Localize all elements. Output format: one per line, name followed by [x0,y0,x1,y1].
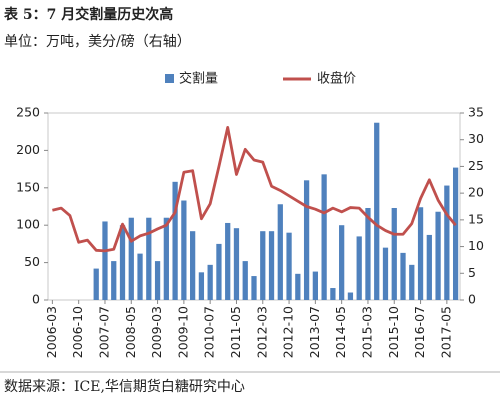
bar [356,236,362,300]
bar [207,264,213,300]
bar [154,261,161,300]
bar [233,228,240,300]
bar [146,217,152,300]
bar [286,232,292,300]
x-tick-label: 2007-07 [96,306,111,358]
bar [277,204,283,300]
bar [242,261,248,300]
bar [128,217,134,300]
chart-title: 表 5：7 月交割量历史次高 [3,6,173,23]
bar [251,276,257,300]
y2-tick-label: 5 [468,265,476,280]
bar [198,272,205,300]
x-tick-label: 2012-03 [254,306,269,358]
x-tick-label: 2009-10 [175,306,190,358]
bar [347,292,354,300]
legend-label: 收盘价 [317,71,356,87]
x-tick-label: 2015-10 [386,306,401,358]
y-tick-label: 50 [24,254,40,269]
bar [190,231,196,300]
chart-subtitle: 单位：万吨，美分/磅（右轴） [4,33,191,50]
y-tick-label: 100 [16,217,40,232]
x-tick-label: 2016-07 [412,306,427,358]
x-tick-label: 2011-05 [228,306,243,358]
x-tick-label: 2006-10 [70,306,85,358]
y-tick-label: 0 [32,292,40,307]
bar [426,234,432,300]
bar [268,231,275,300]
bar [260,231,266,300]
bar [295,273,301,300]
x-tick-label: 2006-03 [44,306,59,358]
bar [216,243,222,300]
bar [365,207,371,300]
source: 数据来源：ICE,华信期货白糖研究中心 [4,378,245,395]
x-tick-label: 2017-05 [438,306,453,358]
y2-tick-label: 30 [468,131,484,146]
y-tick-label: 200 [16,142,40,157]
bar [330,288,336,300]
x-tick-label: 2008-05 [123,306,138,358]
legend-label: 交割量 [179,71,218,87]
bar [137,253,143,300]
bar [382,247,389,300]
bar [409,264,415,300]
bar [339,225,345,300]
bar [102,221,108,300]
bar [119,225,126,300]
y-tick-label: 250 [16,105,40,120]
y2-tick-label: 0 [468,292,476,307]
x-tick-label: 2015-03 [359,306,374,358]
y2-tick-label: 15 [468,211,484,226]
x-tick-label: 2009-03 [149,306,164,358]
y2-tick-label: 35 [468,105,484,120]
plot-frame [47,112,461,301]
bar [391,207,397,300]
bar [163,217,169,300]
x-tick-label: 2012-10 [281,306,296,358]
bar [181,200,187,300]
bar [172,181,178,300]
y-tick-label: 150 [16,179,40,194]
bar [321,174,327,300]
bar [417,207,424,300]
bar [303,180,310,300]
line [52,126,457,253]
bar [444,185,450,300]
legend-swatch [165,74,174,83]
bar [400,252,406,300]
x-tick-label: 2013-07 [307,306,322,358]
y2-tick-label: 10 [468,238,484,253]
y2-tick-label: 20 [468,185,484,200]
bar [111,261,117,300]
bar [435,211,441,300]
bar [225,222,231,300]
bar [312,271,318,300]
bar [374,122,380,300]
bar [452,167,459,300]
x-tick-label: 2014-05 [333,306,348,358]
bar [93,268,99,300]
y2-tick-label: 25 [468,158,484,173]
x-tick-label: 2010-07 [202,306,217,358]
